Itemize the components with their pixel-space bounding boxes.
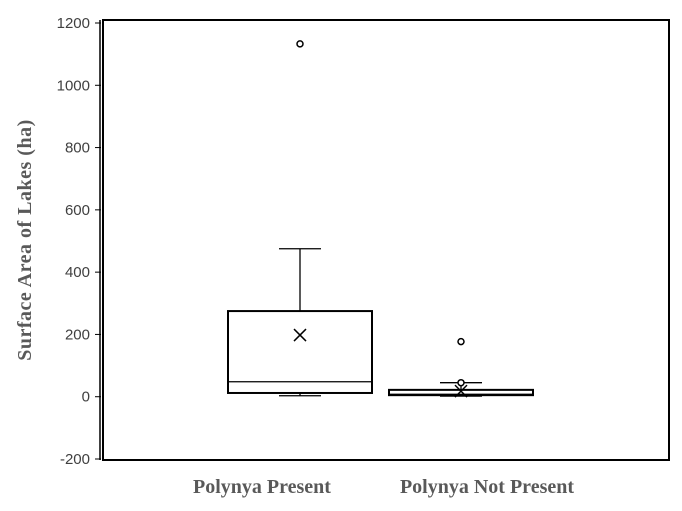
plot-frame <box>99 19 670 461</box>
y-tick-label: 400 <box>65 264 90 281</box>
y-tick-label: 600 <box>65 202 90 219</box>
outlier-point <box>457 337 465 346</box>
x-category-label: Polynya Present <box>193 476 331 498</box>
outlier-point <box>296 40 304 48</box>
y-tick-label: 200 <box>65 326 90 343</box>
y-tick-label: 1200 <box>57 15 90 32</box>
box-polynya-not-present <box>388 337 534 398</box>
mean-marker <box>454 384 468 398</box>
y-axis-label: Surface Area of Lakes (ha) <box>14 119 36 361</box>
x-category-label: Polynya Not Present <box>400 476 574 498</box>
iqr-box <box>388 388 534 397</box>
box-series <box>227 40 534 398</box>
y-tick-label: 1000 <box>57 77 90 94</box>
box-polynya-present <box>227 40 373 397</box>
mean-marker <box>293 328 307 342</box>
y-axis-ticks: -200 0 200 400 600 800 1000 1200 <box>57 15 101 468</box>
outlier-point <box>457 378 465 387</box>
x-axis-categories: Polynya Present Polynya Not Present <box>193 476 574 498</box>
y-tick-label: 0 <box>82 389 90 406</box>
iqr-box <box>227 310 373 394</box>
y-tick-label: -200 <box>60 451 90 468</box>
y-tick-label: 800 <box>65 140 90 157</box>
